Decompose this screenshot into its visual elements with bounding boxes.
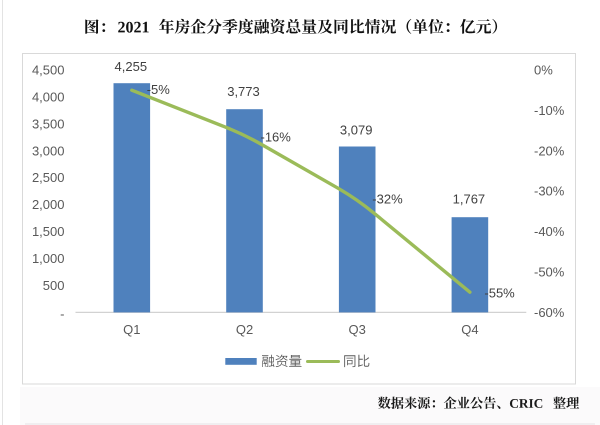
svg-text:0%: 0% bbox=[534, 63, 553, 78]
svg-text:1,767: 1,767 bbox=[453, 192, 486, 207]
svg-text:-20%: -20% bbox=[534, 143, 565, 158]
svg-text:3,079: 3,079 bbox=[340, 123, 373, 138]
svg-text:4,255: 4,255 bbox=[115, 59, 148, 74]
svg-text:1,500: 1,500 bbox=[32, 224, 65, 239]
svg-text:3,500: 3,500 bbox=[32, 116, 65, 131]
svg-text:-55%: -55% bbox=[484, 286, 515, 301]
svg-text:1,000: 1,000 bbox=[32, 251, 65, 266]
svg-text:2,500: 2,500 bbox=[32, 170, 65, 185]
svg-text:-10%: -10% bbox=[534, 103, 565, 118]
svg-text:4,500: 4,500 bbox=[32, 63, 65, 78]
svg-text:-5%: -5% bbox=[147, 82, 171, 97]
svg-text:2,000: 2,000 bbox=[32, 197, 65, 212]
svg-text:500: 500 bbox=[43, 278, 65, 293]
svg-text:-60%: -60% bbox=[534, 305, 565, 320]
svg-text:-50%: -50% bbox=[534, 265, 565, 280]
svg-text:4,000: 4,000 bbox=[32, 89, 65, 104]
svg-text:Q2: Q2 bbox=[236, 322, 253, 337]
svg-text:-30%: -30% bbox=[534, 184, 565, 199]
svg-text:-: - bbox=[60, 306, 64, 321]
svg-text:3,000: 3,000 bbox=[32, 143, 65, 158]
svg-text:-32%: -32% bbox=[372, 192, 403, 207]
svg-text:-40%: -40% bbox=[534, 224, 565, 239]
svg-text:Q4: Q4 bbox=[461, 322, 478, 337]
svg-text:Q1: Q1 bbox=[123, 322, 140, 337]
svg-text:Q3: Q3 bbox=[349, 322, 366, 337]
svg-text:-16%: -16% bbox=[261, 130, 292, 145]
svg-text:3,773: 3,773 bbox=[227, 84, 260, 99]
